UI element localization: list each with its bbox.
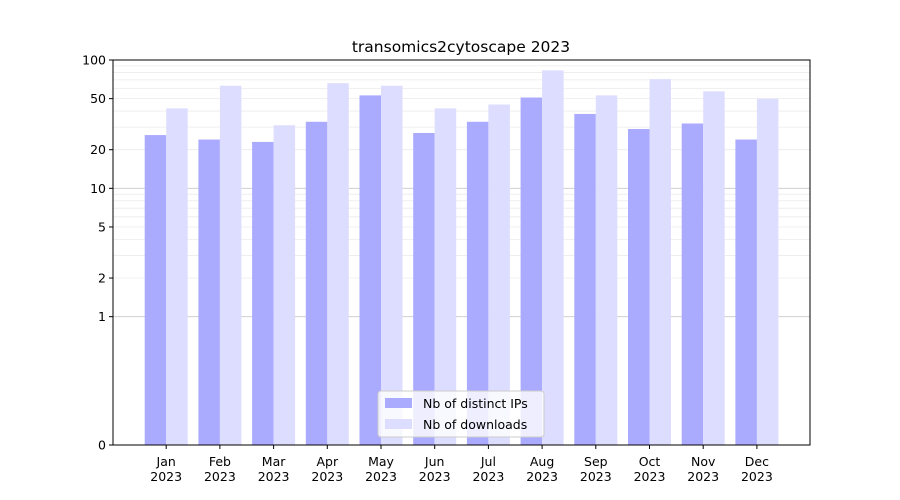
x-tick-label: Dec 2023 xyxy=(741,454,773,484)
y-tick-label: 5 xyxy=(98,219,106,234)
y-tick-label: 50 xyxy=(90,91,106,106)
x-tick-label: Aug 2023 xyxy=(526,454,558,484)
bar-downloads xyxy=(703,91,725,445)
bar-ips xyxy=(198,139,220,445)
bar-downloads xyxy=(327,83,349,445)
bar-ips xyxy=(520,97,543,445)
x-tick-label: Mar 2023 xyxy=(258,454,290,484)
x-tick-label: Apr 2023 xyxy=(311,454,343,484)
bar-ips xyxy=(359,95,381,446)
bar-ips xyxy=(305,121,328,445)
x-axis: Jan 2023 Feb 2023 Mar 2023 Apr 2023 May 2023 Jun 20… xyxy=(150,445,773,484)
bar-downloads xyxy=(273,125,296,446)
bar-downloads xyxy=(756,98,779,446)
x-tick-label: Jan 2023 xyxy=(150,454,182,484)
bar-downloads xyxy=(381,85,403,446)
bar-ips xyxy=(735,139,757,445)
y-tick-label: 2 xyxy=(98,271,106,286)
bar-downloads xyxy=(595,95,618,446)
bar-ips xyxy=(681,123,704,446)
y-tick-label: 10 xyxy=(90,181,106,196)
legend: Nb of distinct IPs Nb of downloads xyxy=(377,390,545,438)
x-tick-label: Jun 2023 xyxy=(419,454,451,484)
x-tick-label: Oct 2023 xyxy=(634,454,666,484)
x-tick-label: Feb 2023 xyxy=(204,454,236,484)
bar-downloads xyxy=(542,70,564,445)
bar-downloads xyxy=(488,104,510,445)
bar-downloads xyxy=(649,79,671,446)
y-tick-label: 20 xyxy=(90,142,106,157)
x-tick-label: Jul 2023 xyxy=(472,454,504,484)
y-axis: 0 1 2 5 10 20 50 100 xyxy=(82,53,113,453)
bar-ips xyxy=(413,132,435,446)
plot-frame xyxy=(112,59,811,446)
x-tick-label: Sep 2023 xyxy=(580,454,612,484)
bar-ips xyxy=(574,113,596,446)
legend-swatch xyxy=(385,398,412,408)
bar-downloads xyxy=(166,108,188,446)
x-tick-label: Nov 2023 xyxy=(687,454,719,484)
legend-label: Nb of downloads xyxy=(423,417,527,432)
x-tick-label: May 2023 xyxy=(365,454,397,484)
bar-downloads xyxy=(219,85,242,446)
legend-swatch xyxy=(385,419,412,429)
bar-ips xyxy=(144,135,167,445)
legend-box xyxy=(377,390,545,438)
bar-ips xyxy=(466,121,489,445)
y-tick-label: 1 xyxy=(98,309,106,324)
bars xyxy=(144,70,779,446)
bar-ips xyxy=(252,141,274,445)
y-tick-label: 100 xyxy=(82,53,106,68)
bar-ips xyxy=(628,128,650,446)
y-tick-label: 0 xyxy=(98,438,106,453)
chart-title: transomics2cytoscape 2023 xyxy=(352,38,570,56)
legend-label: Nb of distinct IPs xyxy=(423,396,528,411)
bar-downloads xyxy=(434,108,457,446)
